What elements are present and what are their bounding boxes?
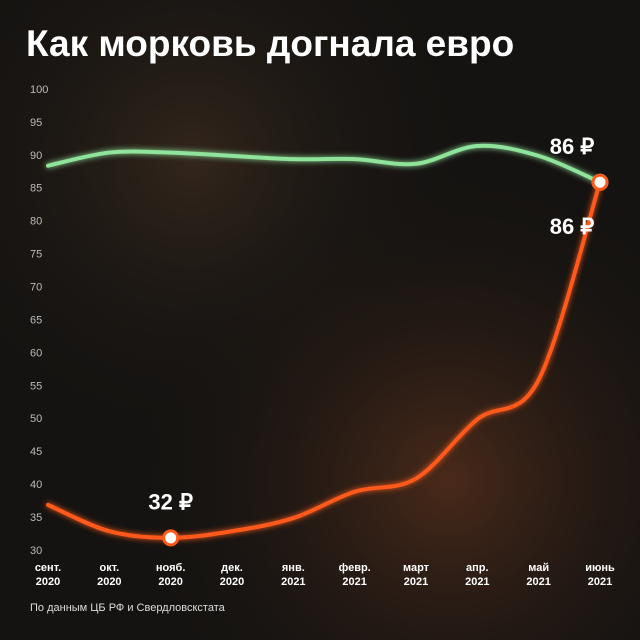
y-tick-label: 45 [30,446,42,458]
y-tick-label: 55 [30,380,42,392]
x-tick-label: февр. 2021 [339,562,371,588]
y-tick-label: 50 [30,413,42,425]
y-tick-label: 30 [30,545,42,557]
y-tick-label: 80 [30,216,42,228]
value-label: 32 ₽ [148,490,193,515]
value-label: 86 ₽ [550,134,595,159]
x-tick-label: сент. 2020 [35,562,61,588]
y-tick-label: 40 [30,479,42,491]
y-tick-label: 60 [30,347,42,359]
y-tick-label: 65 [30,314,42,326]
source: По данным ЦБ РФ и Свердловскстата [30,602,226,614]
y-tick-label: 75 [30,249,42,261]
point-marker [162,529,180,547]
x-tick-label: дек. 2020 [220,562,244,588]
y-tick-label: 100 [30,84,48,96]
series-line [46,143,602,185]
x-tick-label: март 2021 [403,562,430,588]
series-line [46,180,602,540]
y-tick-label: 95 [30,117,42,129]
chart-title: Как морковь догнала евро [26,23,514,64]
x-tick-label: май 2021 [526,562,550,588]
value-label: 86 ₽ [550,214,595,239]
y-tick-label: 70 [30,281,42,293]
x-tick-label: нояб. 2020 [156,562,186,588]
x-tick-label: окт. 2020 [97,562,121,588]
y-tick-label: 85 [30,183,42,195]
x-tick-label: апр. 2021 [465,562,489,588]
point-marker [591,173,609,191]
x-tick-label: июнь 2021 [585,562,615,588]
y-tick-label: 90 [30,150,42,162]
y-tick-label: 35 [30,512,42,524]
x-tick-label: янв. 2021 [281,562,305,588]
